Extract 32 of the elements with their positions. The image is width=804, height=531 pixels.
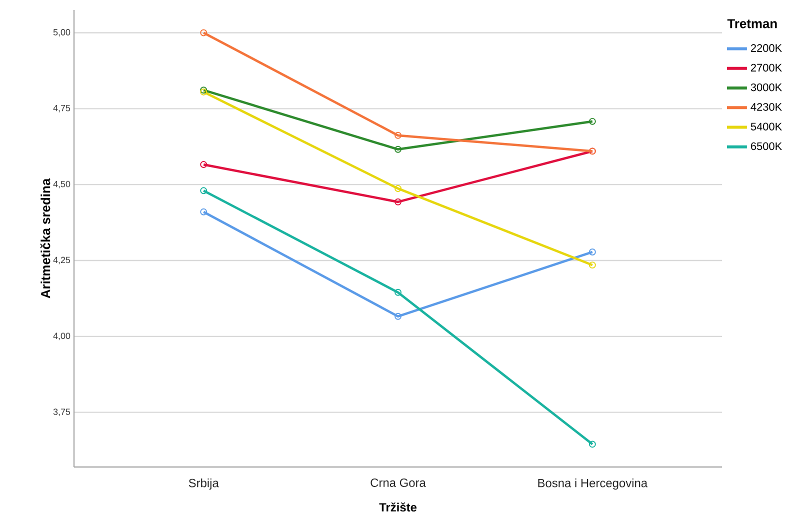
point xyxy=(588,440,596,448)
point xyxy=(394,288,402,296)
legend-label: 2700K xyxy=(750,64,782,72)
y-axis-title: Aritmetička sredina xyxy=(40,178,50,298)
point xyxy=(394,146,402,153)
point xyxy=(588,118,596,125)
legend-label: 3000K xyxy=(750,83,782,92)
point xyxy=(588,248,596,256)
point xyxy=(200,187,208,194)
point xyxy=(394,185,402,192)
x-tick-label: Srbija xyxy=(188,478,219,490)
point xyxy=(394,312,402,320)
point xyxy=(588,262,596,269)
y-tick-label: 4,00 xyxy=(53,332,70,340)
legend-label: 4230K xyxy=(750,103,782,111)
point xyxy=(394,198,402,206)
point xyxy=(394,132,402,139)
x-tick-label: Crna Gora xyxy=(370,478,426,487)
point xyxy=(200,208,208,216)
legend-label: 5400K xyxy=(750,122,782,130)
x-tick-label: Bosna i Hercegovina xyxy=(538,478,648,490)
y-tick-label: 5,00 xyxy=(53,29,70,36)
legend-title: Tretman xyxy=(727,19,777,28)
x-axis-title: Tržište xyxy=(379,502,417,512)
y-tick-label: 4,25 xyxy=(53,256,70,264)
y-tick-label: 4,50 xyxy=(53,180,70,188)
legend-label: 2200K xyxy=(750,44,782,52)
point xyxy=(200,29,208,36)
legend-label: 6500K xyxy=(751,142,782,150)
point xyxy=(200,161,208,168)
y-tick-label: 3,75 xyxy=(53,408,70,416)
y-tick-label: 4,75 xyxy=(53,105,70,112)
